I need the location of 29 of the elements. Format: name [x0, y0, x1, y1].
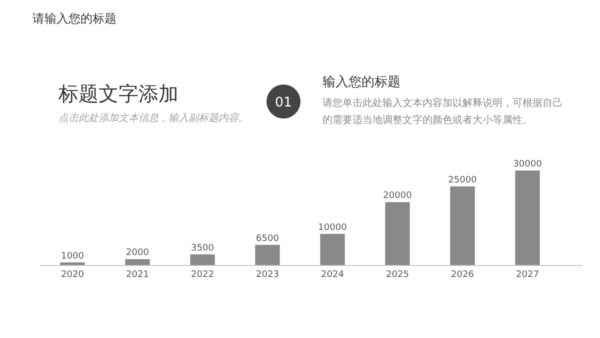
- data-label: 1000: [61, 251, 84, 262]
- bar: [515, 170, 540, 266]
- x-tick-label: 2022: [191, 270, 214, 280]
- data-label: 3500: [191, 243, 214, 254]
- text: 请输入您的标题: [32, 12, 116, 26]
- chart-subtitle: 点击此处添加文本信息，输入副标题内容。: [58, 112, 248, 124]
- x-tick-label: 2026: [451, 270, 474, 280]
- x-tick-label: 2021: [126, 270, 149, 280]
- data-label: 25000: [448, 175, 478, 186]
- x-tick-label: 2025: [386, 270, 409, 280]
- bar: [450, 186, 475, 266]
- bar: [125, 259, 150, 266]
- bar: [255, 244, 280, 266]
- data-label: 20000: [383, 191, 412, 202]
- data-label: 6500: [256, 234, 280, 244]
- text: 请您单击此处输入文本内容加以解释说明，可根据自己的需要适当地调整文字的颜色或者大小等属性。: [322, 97, 562, 126]
- data-label: 30000: [513, 160, 542, 170]
- text: 输入您的标题: [322, 75, 400, 90]
- x-tick-label: 2020: [61, 270, 84, 280]
- bar: [320, 234, 345, 266]
- x-tick-label: 2027: [516, 270, 539, 280]
- bar: [190, 254, 215, 266]
- data-label: 2000: [126, 248, 150, 258]
- x-tick-label: 2023: [256, 270, 279, 280]
- text: 01: [275, 96, 292, 110]
- x-tick-label: 2024: [321, 270, 344, 280]
- bar: [385, 202, 410, 266]
- chart-title: 标题文字添加: [58, 82, 178, 106]
- data-label: 10000: [318, 222, 348, 233]
